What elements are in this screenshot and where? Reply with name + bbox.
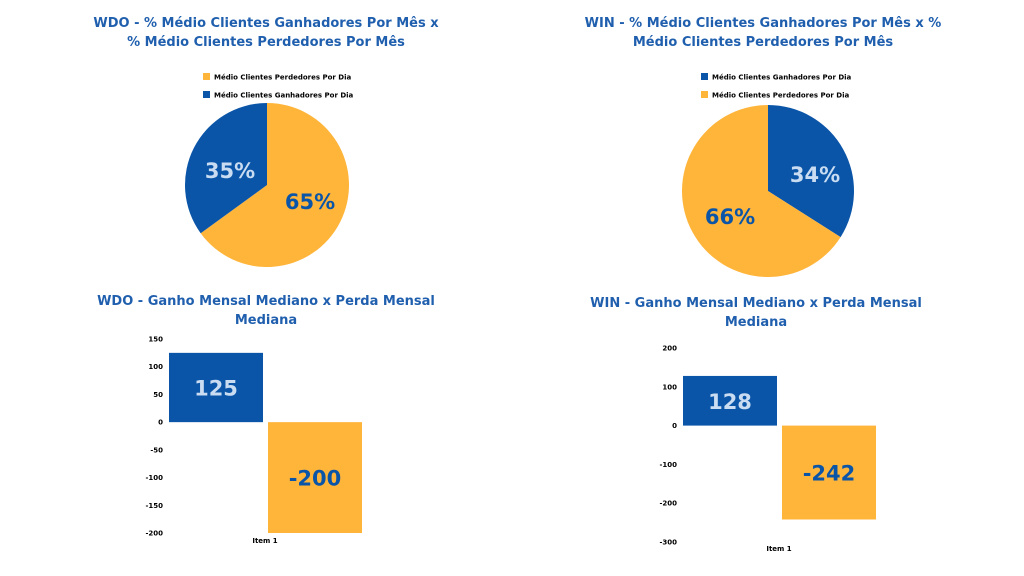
wdo-y-tick-label: -200 (145, 530, 163, 538)
win-pie-slice (768, 105, 854, 238)
wdo-y-tick-label: 150 (148, 336, 163, 344)
win-bar-chart: 200 100 0 -100 -200 -300 128 -242 Item 1 (659, 345, 876, 553)
win-y-tick-label: 0 (672, 422, 677, 430)
win-bar-data-label: 128 (708, 390, 752, 414)
wdo-y-tick-label: 0 (158, 419, 163, 427)
wdo-bar-title: WDO - Ganho Mensal Mediano x Perda Mensa… (97, 294, 435, 328)
win-legend-label: Médio Clientes Perdedores Por Dia (712, 92, 849, 100)
win-bar-title: WIN - Ganho Mensal Mediano x Perda Mensa… (590, 296, 922, 330)
wdo-y-tick-label: -100 (145, 474, 163, 482)
wdo-legend-label: Médio Clientes Ganhadores Por Dia (214, 92, 354, 100)
win-pie-title: WIN - % Médio Clientes Ganhadores Por Mê… (584, 16, 942, 50)
win-y-tick-label: 100 (662, 383, 677, 391)
wdo-legend-swatch (203, 91, 210, 98)
wdo-y-tick-label: -150 (145, 502, 163, 510)
win-y-tick-label: -100 (659, 461, 677, 469)
win-x-category-label: Item 1 (766, 545, 791, 553)
wdo-bar-data-label: 125 (194, 377, 238, 401)
wdo-x-category-label: Item 1 (252, 537, 277, 545)
wdo-pie-slice (185, 103, 267, 234)
win-bar (683, 375, 777, 426)
win-pie-data-label: 34% (790, 163, 840, 187)
wdo-legend-swatch (203, 73, 210, 80)
wdo-pie-data-label: 65% (285, 190, 335, 214)
win-pie-slice (681, 105, 841, 277)
wdo-legend-label: Médio Clientes Perdedores Por Dia (214, 74, 351, 82)
win-bar (782, 425, 876, 520)
win-pie-data-label: 66% (705, 205, 755, 229)
win-legend-swatch (701, 91, 708, 98)
win-y-tick-label: -300 (659, 539, 677, 547)
win-legend-label: Médio Clientes Ganhadores Por Dia (712, 74, 852, 82)
wdo-pie-data-label: 35% (205, 159, 255, 183)
wdo-y-tick-label: -50 (150, 446, 163, 454)
win-legend-swatch (701, 73, 708, 80)
wdo-bar-chart: 150 100 50 0 -50 -100 -150 -200 125 -200 Item 1 (145, 336, 362, 545)
wdo-pie-title: WDO - % Médio Clientes Ganhadores Por Mê… (93, 16, 439, 50)
wdo-pie-chart: Médio Clientes Perdedores Por Dia Médio C… (185, 73, 354, 268)
wdo-bar (169, 352, 263, 423)
wdo-bar-data-label: -200 (289, 467, 342, 491)
win-y-tick-label: -200 (659, 500, 677, 508)
wdo-y-tick-label: 100 (148, 363, 163, 371)
wdo-pie-slice (200, 103, 349, 268)
win-bar-data-label: -242 (803, 462, 856, 486)
win-pie-chart: Médio Clientes Ganhadores Por Dia Médio C… (681, 73, 854, 277)
wdo-bar (268, 422, 362, 533)
wdo-y-tick-label: 50 (153, 391, 163, 399)
win-y-tick-label: 200 (662, 345, 677, 353)
